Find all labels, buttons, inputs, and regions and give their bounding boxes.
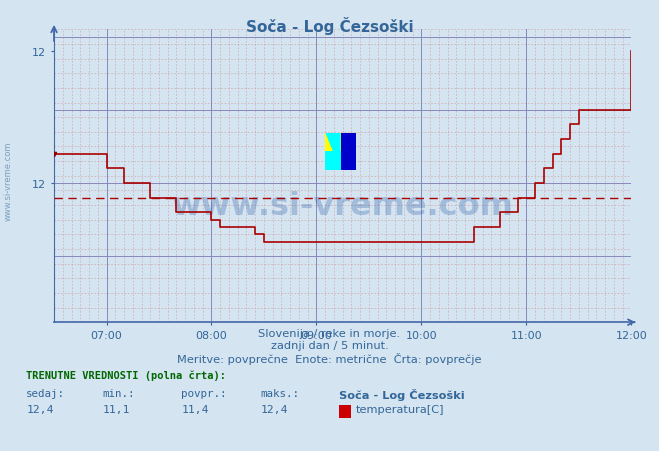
- Text: sedaj:: sedaj:: [26, 388, 65, 398]
- Text: min.:: min.:: [102, 388, 134, 398]
- Polygon shape: [326, 133, 341, 152]
- Text: povpr.:: povpr.:: [181, 388, 227, 398]
- Text: zadnji dan / 5 minut.: zadnji dan / 5 minut.: [271, 341, 388, 350]
- Text: www.si-vreme.com: www.si-vreme.com: [172, 190, 513, 221]
- Text: temperatura[C]: temperatura[C]: [356, 404, 444, 414]
- Text: Soča - Log Čezsoški: Soča - Log Čezsoški: [246, 17, 413, 35]
- Text: Meritve: povprečne  Enote: metrične  Črta: povprečje: Meritve: povprečne Enote: metrične Črta:…: [177, 353, 482, 365]
- Text: 11,4: 11,4: [181, 404, 209, 414]
- Text: 11,1: 11,1: [102, 404, 130, 414]
- Text: Soča - Log Čezsoški: Soča - Log Čezsoški: [339, 388, 465, 400]
- Text: maks.:: maks.:: [260, 388, 299, 398]
- Polygon shape: [341, 133, 356, 170]
- Text: 12,4: 12,4: [260, 404, 288, 414]
- Text: Slovenija / reke in morje.: Slovenija / reke in morje.: [258, 328, 401, 338]
- Text: 12,4: 12,4: [26, 404, 54, 414]
- Text: www.si-vreme.com: www.si-vreme.com: [4, 141, 13, 220]
- Polygon shape: [326, 133, 341, 170]
- Text: TRENUTNE VREDNOSTI (polna črta):: TRENUTNE VREDNOSTI (polna črta):: [26, 370, 226, 380]
- Polygon shape: [326, 152, 341, 170]
